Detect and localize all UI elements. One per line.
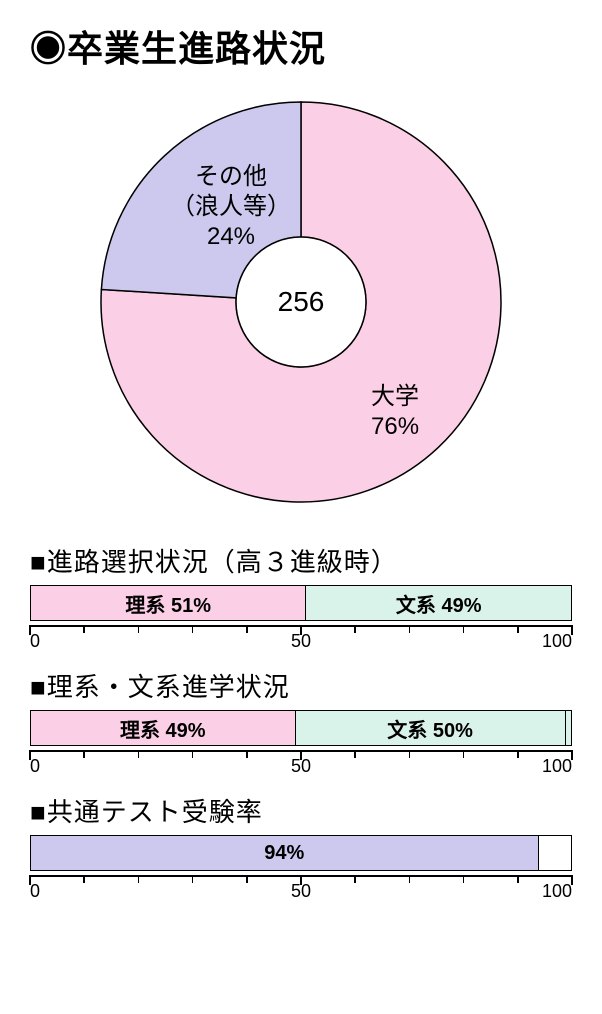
axis-tick-label: 0 (30, 881, 40, 902)
bar-segment: 文系 50% (296, 711, 566, 745)
bar-section-title: ■進路選択状況（高３進級時） (30, 542, 572, 579)
axis-tick-label: 100 (542, 631, 572, 652)
axis-tick (463, 750, 465, 758)
axis-tick-label: 50 (291, 631, 311, 652)
bar-section-title: ■共通テスト受験率 (30, 792, 572, 829)
axis-tick (192, 750, 194, 758)
axis-tick (517, 625, 519, 633)
bar-segment: 理系 49% (31, 711, 296, 745)
axis-tick (138, 625, 140, 633)
stacked-bar: 理系 49%文系 50% (30, 710, 572, 746)
axis-tick (409, 750, 411, 758)
axis-tick-label: 100 (542, 756, 572, 777)
axis-tick (409, 625, 411, 633)
axis-tick (246, 750, 248, 758)
donut-slice-label: その他（浪人等）24% (171, 162, 291, 252)
bar-segment (566, 711, 571, 745)
axis-tick (83, 750, 85, 758)
axis-tick (354, 750, 356, 758)
axis-tick-label: 0 (30, 631, 40, 652)
donut-slice-label: 大学76% (371, 382, 419, 442)
stacked-bar: 理系 51%文系 49% (30, 585, 572, 621)
bar-segment (539, 836, 571, 870)
axis-tick (463, 625, 465, 633)
axis-tick (138, 875, 140, 883)
bar-axis: 0 50 100 (30, 625, 572, 649)
axis-tick (246, 625, 248, 633)
donut-chart: 256 大学76% その他（浪人等）24% (91, 92, 511, 512)
axis-tick (83, 625, 85, 633)
bar-segment: 理系 51% (31, 586, 306, 620)
page-title: ◉卒業生進路状況 (30, 20, 572, 72)
donut-center-value: 256 (278, 286, 325, 318)
stacked-bar: 94% (30, 835, 572, 871)
axis-tick (409, 875, 411, 883)
axis-tick (192, 875, 194, 883)
axis-tick-label: 50 (291, 881, 311, 902)
axis-tick (138, 750, 140, 758)
axis-tick (246, 875, 248, 883)
bar-axis: 0 50 100 (30, 875, 572, 899)
axis-tick (192, 625, 194, 633)
axis-tick (354, 875, 356, 883)
axis-tick-label: 100 (542, 881, 572, 902)
axis-tick-label: 50 (291, 756, 311, 777)
bar-segment: 文系 49% (306, 586, 571, 620)
axis-tick (83, 875, 85, 883)
bar-section-title: ■理系・文系進学状況 (30, 667, 572, 704)
axis-tick-label: 0 (30, 756, 40, 777)
axis-tick (517, 750, 519, 758)
page-root: ◉卒業生進路状況 256 大学76% その他（浪人等）24% ■進路選択状況（高３… (0, 0, 602, 929)
axis-tick (463, 875, 465, 883)
bar-section: ■共通テスト受験率 94% 0 50 100 (30, 792, 572, 899)
bar-section: ■理系・文系進学状況理系 49%文系 50% 0 50 100 (30, 667, 572, 774)
bar-section: ■進路選択状況（高３進級時） 理系 51%文系 49% 0 50 100 (30, 542, 572, 649)
axis-tick (354, 625, 356, 633)
axis-tick (517, 875, 519, 883)
bar-segment: 94% (31, 836, 539, 870)
bar-axis: 0 50 100 (30, 750, 572, 774)
